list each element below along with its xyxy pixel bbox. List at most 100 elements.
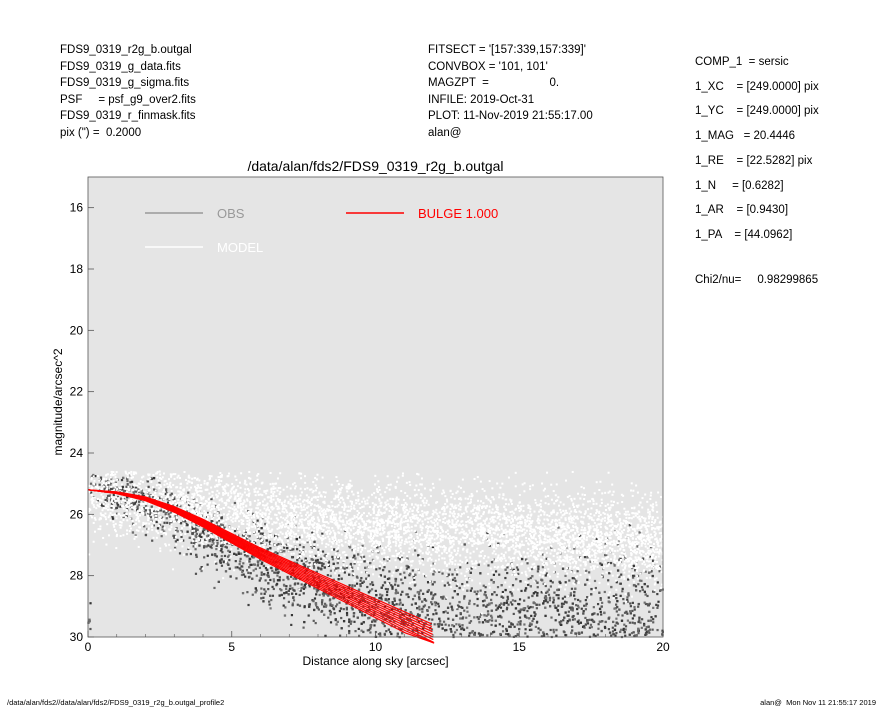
obs-point [202, 527, 206, 531]
obs-point [499, 606, 503, 609]
obs-point [646, 585, 649, 588]
model-point [214, 543, 217, 546]
obs-point [323, 566, 326, 569]
obs-point [552, 628, 555, 631]
model-point [158, 477, 161, 480]
model-point [592, 500, 595, 503]
model-point [115, 535, 118, 538]
model-point [633, 561, 636, 564]
obs-point [542, 582, 545, 585]
model-point [525, 529, 528, 532]
obs-point [384, 598, 387, 601]
obs-point [391, 585, 394, 588]
model-point [609, 537, 612, 540]
obs-point [438, 620, 442, 623]
model-point [122, 519, 125, 522]
obs-point [476, 616, 479, 619]
obs-point [476, 604, 479, 607]
obs-point [434, 601, 438, 604]
model-point [625, 558, 628, 561]
fit-parameter-line: 1_N = [0.6282] [695, 179, 784, 192]
model-point [237, 492, 240, 495]
obs-point [426, 590, 429, 593]
model-point [449, 503, 452, 506]
model-point [543, 525, 546, 528]
obs-point [361, 614, 364, 617]
model-point [488, 529, 491, 532]
model-point [229, 506, 232, 509]
obs-point [238, 567, 241, 570]
model-point [315, 478, 318, 481]
obs-point [607, 579, 610, 582]
model-point [613, 556, 616, 559]
model-point [531, 520, 534, 523]
obs-point [482, 604, 485, 607]
model-point [331, 537, 334, 540]
model-point [322, 521, 325, 524]
model-point [602, 541, 605, 544]
model-point [581, 526, 584, 529]
obs-point [440, 596, 443, 599]
obs-point [292, 596, 295, 599]
obs-point [325, 582, 328, 585]
obs-point [404, 621, 407, 625]
obs-point [357, 588, 361, 591]
model-point [372, 525, 375, 528]
model-point [507, 476, 510, 479]
model-point [369, 536, 372, 539]
obs-point [520, 589, 523, 593]
obs-point [458, 600, 461, 604]
obs-point [414, 573, 417, 576]
model-point [488, 522, 491, 525]
obs-point [257, 563, 260, 566]
model-point [469, 501, 472, 504]
model-point [130, 477, 133, 480]
obs-point [131, 531, 135, 534]
obs-point [557, 597, 560, 600]
model-point [485, 505, 488, 508]
obs-point [631, 609, 634, 613]
obs-point [288, 587, 291, 590]
model-point [516, 522, 519, 525]
model-point [416, 521, 419, 524]
model-point [410, 536, 413, 539]
model-point [575, 540, 578, 543]
model-point [159, 550, 162, 553]
model-point [340, 497, 343, 500]
obs-point [652, 618, 655, 621]
model-point [558, 544, 561, 547]
obs-point [414, 602, 417, 605]
obs-point [535, 607, 538, 610]
obs-point [110, 477, 113, 480]
obs-point [619, 557, 622, 560]
model-point [265, 492, 268, 495]
obs-point [205, 545, 208, 548]
model-point [106, 487, 109, 490]
obs-point [212, 542, 215, 545]
obs-point [393, 599, 396, 602]
model-point [420, 545, 423, 548]
model-point [588, 528, 591, 531]
model-point [359, 507, 362, 510]
model-point [237, 499, 240, 502]
obs-point [479, 634, 482, 637]
obs-point [514, 599, 517, 603]
obs-point [584, 616, 587, 620]
model-point [582, 560, 585, 563]
model-point [171, 497, 174, 500]
obs-point [257, 530, 261, 533]
obs-point [224, 570, 228, 573]
obs-point [165, 488, 168, 491]
obs-point [568, 579, 571, 582]
model-point [620, 530, 623, 533]
model-point [110, 485, 113, 488]
model-point [563, 513, 566, 516]
model-point [371, 542, 374, 545]
model-point [605, 571, 608, 574]
model-point [195, 510, 198, 513]
model-point [553, 549, 556, 552]
obs-point [287, 593, 290, 596]
model-point [108, 492, 111, 495]
model-point [268, 512, 271, 515]
model-point [159, 484, 162, 487]
